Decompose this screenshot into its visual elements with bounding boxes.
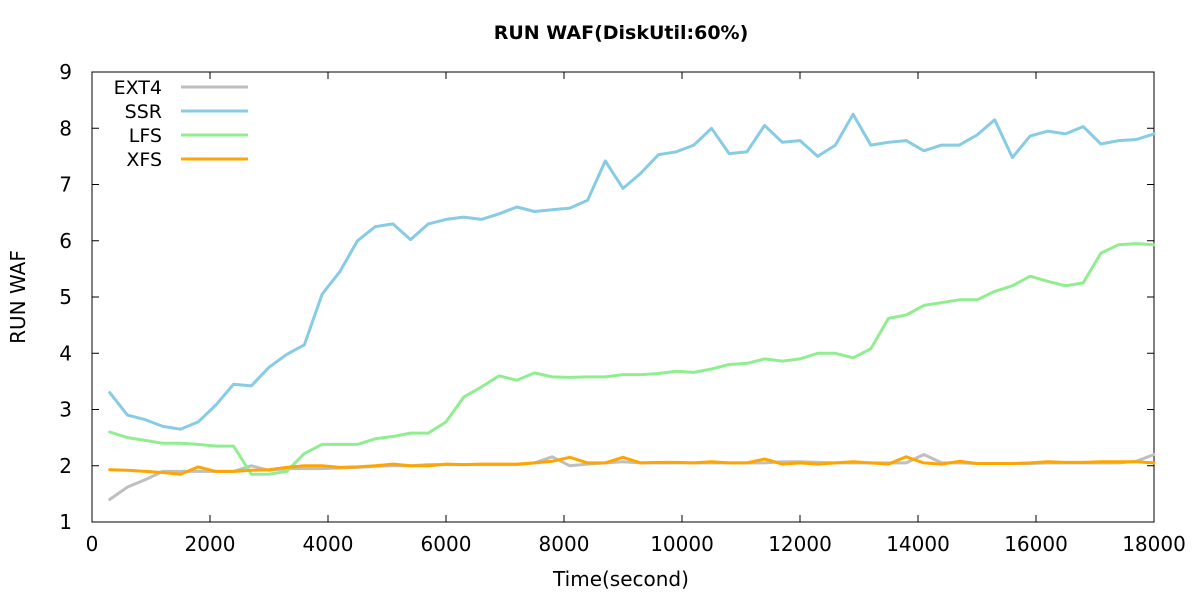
y-tick-label: 4 [59, 341, 72, 365]
legend-label-ext4: EXT4 [114, 77, 162, 99]
x-tick-label: 18000 [1122, 532, 1186, 556]
plot-area: 0 2000 4000 6000 8000 10000 12000 14000 16000 180… [59, 60, 1186, 556]
y-tick-label: 5 [59, 285, 72, 309]
x-tick-label: 2000 [185, 532, 236, 556]
x-tick-label: 12000 [768, 532, 832, 556]
series-line-ssr [108, 112, 1156, 431]
y-tick-label: 2 [59, 454, 72, 478]
x-tick-label: 14000 [886, 532, 950, 556]
series-line-lfs [108, 242, 1156, 476]
y-tick-label: 8 [59, 116, 72, 140]
x-tick-label: 10000 [650, 532, 714, 556]
series-line-xfs [108, 455, 1156, 476]
y-tick-label: 1 [59, 510, 72, 534]
chart-title: RUN WAF(DiskUtil:60%) [494, 22, 749, 44]
y-tick-label: 9 [59, 60, 72, 84]
x-tick-label: 0 [86, 532, 99, 556]
x-tick-label: 6000 [421, 532, 472, 556]
y-axis-title: RUN WAF [6, 250, 30, 344]
x-tick-label: 16000 [1004, 532, 1068, 556]
y-tick-label: 7 [59, 173, 72, 197]
y-tick-label: 3 [59, 398, 72, 422]
legend-label-lfs: LFS [129, 125, 162, 147]
y-tick-label: 6 [59, 229, 72, 253]
x-tick-label: 4000 [303, 532, 354, 556]
x-axis-title: Time(second) [552, 567, 689, 591]
legend-label-ssr: SSR [125, 101, 162, 123]
legend-label-xfs: XFS [126, 149, 162, 171]
x-tick-label: 8000 [539, 532, 590, 556]
plot-frame [91, 71, 1155, 523]
